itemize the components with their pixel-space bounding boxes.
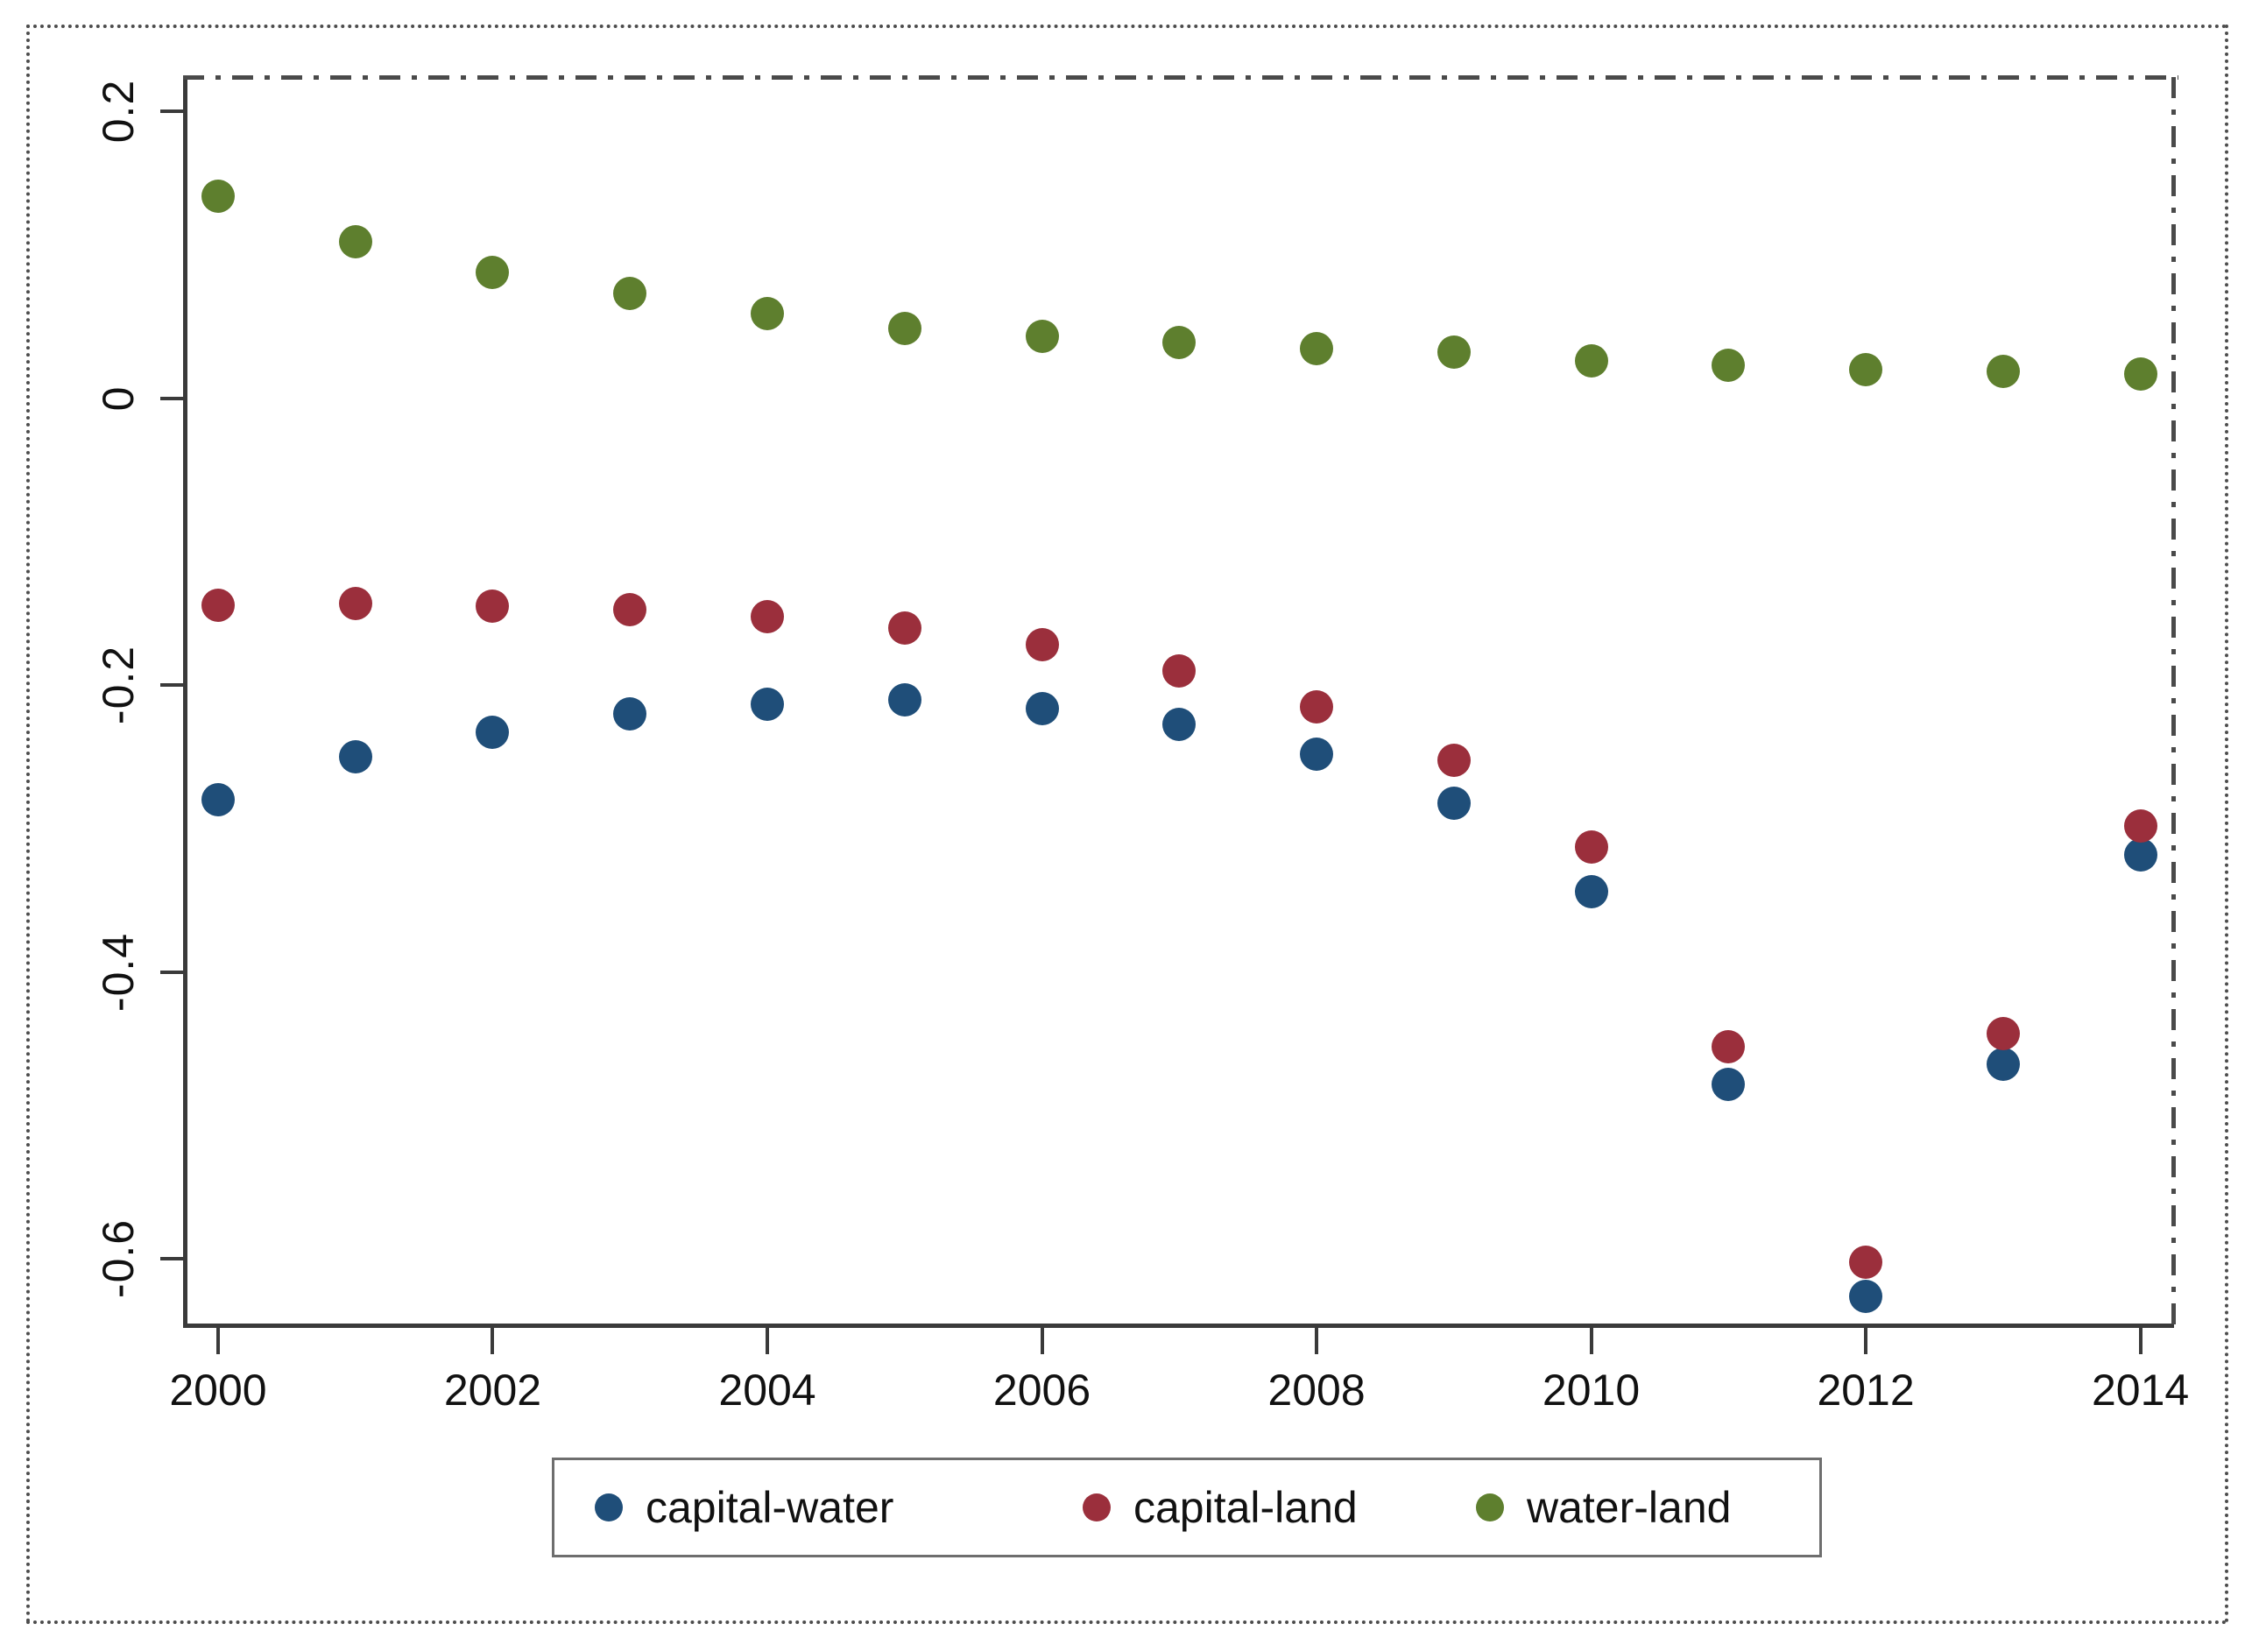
x-tick — [1040, 1328, 1044, 1354]
y-tick-label: -0.2 — [94, 646, 143, 725]
point-water-land-2005 — [887, 311, 921, 345]
x-tick — [2138, 1328, 2143, 1354]
plot-right-border — [2171, 77, 2176, 1328]
point-capital-land-2005 — [887, 611, 921, 645]
plot-top-border — [183, 75, 2178, 80]
point-capital-water-2003 — [613, 697, 647, 731]
x-tick — [1864, 1328, 1868, 1354]
x-tick — [491, 1328, 495, 1354]
point-capital-land-2002 — [476, 589, 510, 624]
point-capital-land-2009 — [1437, 743, 1471, 777]
point-capital-water-2010 — [1574, 875, 1608, 909]
point-capital-water-2013 — [1986, 1047, 2020, 1081]
y-tick-label: -0.6 — [94, 1219, 143, 1299]
legend-box: capital-water capital-land water-land — [552, 1458, 1822, 1557]
point-capital-land-2007 — [1162, 653, 1197, 688]
point-water-land-2003 — [613, 277, 647, 311]
x-tick — [766, 1328, 769, 1354]
legend-entry-capital-water: capital-water — [595, 1460, 893, 1555]
y-tick — [160, 970, 183, 974]
point-water-land-2002 — [476, 255, 510, 289]
point-water-land-2000 — [201, 179, 235, 213]
point-capital-land-2012 — [1849, 1245, 1883, 1279]
point-capital-water-2000 — [201, 783, 235, 817]
point-water-land-2004 — [751, 297, 784, 331]
point-capital-water-2014 — [2123, 837, 2157, 872]
legend-label: capital-land — [1133, 1483, 1358, 1532]
legend-marker-circle-icon — [1083, 1493, 1111, 1521]
point-capital-water-2008 — [1300, 737, 1334, 771]
point-capital-water-2009 — [1437, 786, 1471, 820]
x-tick — [1315, 1328, 1319, 1354]
point-capital-land-2010 — [1574, 830, 1608, 865]
x-tick — [1589, 1328, 1593, 1354]
point-water-land-2006 — [1025, 320, 1059, 354]
x-tick-label: 2002 — [443, 1366, 542, 1415]
x-tick-label: 2012 — [1817, 1366, 1915, 1415]
legend-entry-water-land: water-land — [1476, 1460, 1731, 1555]
x-tick-label: 2000 — [169, 1366, 267, 1415]
x-tick — [215, 1328, 220, 1354]
point-capital-water-2007 — [1162, 707, 1197, 741]
point-capital-water-2011 — [1712, 1067, 1746, 1101]
point-capital-water-2002 — [476, 716, 510, 750]
y-tick-label: -0.4 — [94, 932, 143, 1012]
outer-dotted-border — [26, 25, 2228, 1624]
y-tick — [160, 396, 183, 400]
point-water-land-2012 — [1849, 353, 1883, 387]
x-tick-label: 2008 — [1267, 1366, 1366, 1415]
legend-label: water-land — [1527, 1483, 1732, 1532]
point-capital-water-2012 — [1849, 1279, 1883, 1313]
point-capital-land-2014 — [2123, 808, 2157, 843]
legend-marker-circle-icon — [1476, 1493, 1504, 1521]
point-capital-land-2011 — [1712, 1030, 1746, 1064]
y-tick-label: 0 — [94, 385, 143, 412]
point-capital-land-2001 — [338, 587, 372, 620]
point-water-land-2001 — [338, 225, 372, 259]
point-water-land-2007 — [1162, 325, 1197, 359]
x-tick-label: 2004 — [718, 1366, 816, 1415]
legend-entry-capital-land: capital-land — [1083, 1460, 1358, 1555]
point-capital-land-2008 — [1300, 689, 1334, 724]
point-capital-land-2013 — [1986, 1017, 2020, 1051]
legend-label: capital-water — [646, 1483, 894, 1532]
legend-marker-circle-icon — [595, 1493, 623, 1521]
point-capital-water-2006 — [1025, 691, 1059, 725]
point-capital-water-2001 — [338, 740, 372, 774]
point-capital-land-2006 — [1025, 628, 1059, 662]
y-tick-label: 0.2 — [94, 80, 143, 144]
point-water-land-2011 — [1712, 349, 1746, 383]
point-water-land-2013 — [1986, 354, 2020, 388]
point-capital-land-2004 — [751, 599, 784, 633]
y-tick — [160, 1257, 183, 1261]
point-capital-land-2003 — [613, 592, 647, 626]
x-tick-label: 2006 — [992, 1366, 1091, 1415]
x-tick-label: 2010 — [1542, 1366, 1641, 1415]
point-water-land-2014 — [2123, 357, 2157, 391]
point-capital-water-2005 — [887, 682, 921, 717]
point-water-land-2010 — [1574, 344, 1608, 378]
y-tick — [160, 683, 183, 688]
point-capital-land-2000 — [201, 588, 235, 622]
point-capital-water-2004 — [751, 687, 784, 721]
point-water-land-2009 — [1437, 335, 1471, 370]
point-water-land-2008 — [1300, 331, 1334, 365]
y-tick — [160, 109, 183, 114]
plot-area — [183, 77, 2174, 1328]
x-tick-label: 2014 — [2091, 1366, 2190, 1415]
